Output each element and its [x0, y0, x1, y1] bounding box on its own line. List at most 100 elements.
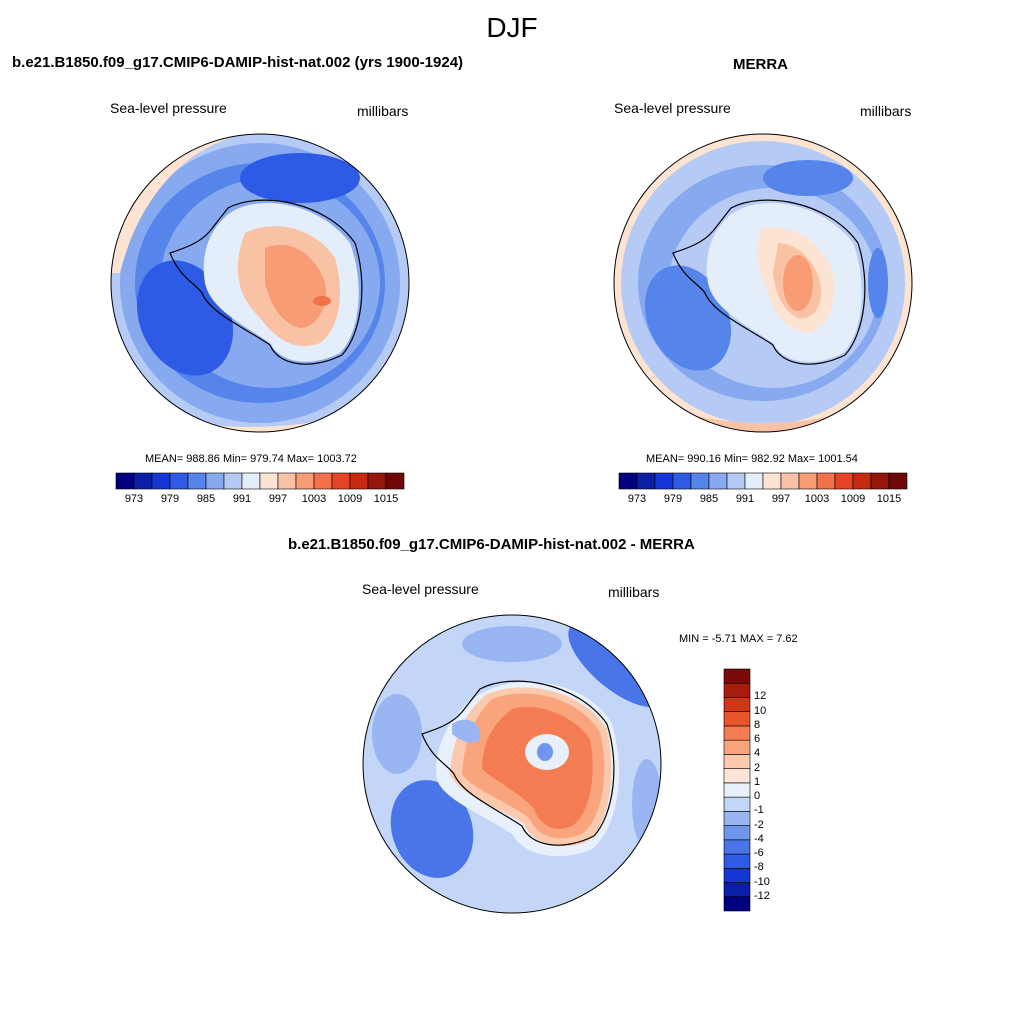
- antarctica-coastline: [672, 199, 866, 365]
- colorbar-tick-label: 1015: [876, 493, 902, 505]
- colorbar-swatch: [690, 472, 710, 490]
- antarctica-high-3: [783, 255, 813, 311]
- colorbar-tick-label: 985: [699, 493, 719, 505]
- colorbar-swatch: [295, 472, 315, 490]
- colorbar-swatch: [723, 867, 751, 883]
- colorbar-tick-label: 6: [754, 733, 761, 746]
- colorbar-swatch: [723, 853, 751, 869]
- low-west: [644, 265, 732, 371]
- panel1-title: b.e21.B1850.f09_g17.CMIP6-DAMIP-hist-nat…: [12, 54, 464, 71]
- colorbar-swatch: [723, 882, 751, 898]
- interior-negative: [537, 743, 553, 761]
- colorbar-swatch: [723, 668, 751, 684]
- panel3-units-label: millibars: [608, 584, 660, 600]
- colorbar-swatch: [331, 472, 351, 490]
- low-west: [372, 694, 422, 774]
- panel2-polar-map: [613, 133, 913, 433]
- colorbar-tick-label: 985: [196, 493, 216, 505]
- colorbar-tick-label: 1009: [337, 493, 363, 505]
- colorbar-swatch: [762, 472, 782, 490]
- low-north: [462, 626, 562, 662]
- colorbar-tick-label: -1: [754, 804, 764, 817]
- colorbar-swatch: [888, 472, 908, 490]
- colorbar-swatch: [169, 472, 189, 490]
- panel1-units-label: millibars: [357, 103, 409, 119]
- colorbar-tick-label: 1: [754, 775, 761, 788]
- colorbar-swatch: [723, 725, 751, 741]
- colorbar-swatch: [723, 768, 751, 784]
- colorbar-swatch: [723, 796, 751, 812]
- colorbar-tick-label: 991: [735, 493, 755, 505]
- colorbar-swatch: [816, 472, 836, 490]
- colorbar-swatch: [133, 472, 153, 490]
- low-southwest: [390, 780, 474, 878]
- colorbar-tick-label: 0: [754, 790, 761, 803]
- panel3-variable-label: Sea-level pressure: [362, 581, 479, 597]
- antarctica-high-3: [313, 296, 331, 306]
- colorbar-tick-label: 973: [124, 493, 144, 505]
- colorbar-swatch: [618, 472, 638, 490]
- colorbar-tick-label: -6: [754, 847, 764, 860]
- colorbar-tick-label: 8: [754, 718, 761, 731]
- colorbar-swatch: [385, 472, 405, 490]
- panel3-colorbar-ticks: -12 -10 -8 -6 -4 -2 -1 0 1 2 4 6 8 10 12: [754, 669, 794, 911]
- colorbar-swatch: [205, 472, 225, 490]
- antarctica-high-2: [265, 244, 326, 328]
- colorbar-swatch: [744, 472, 764, 490]
- colorbar-swatch: [654, 472, 674, 490]
- panel3-polar-map: [362, 614, 662, 914]
- colorbar-swatch: [259, 472, 279, 490]
- colorbar-swatch: [723, 825, 751, 841]
- colorbar-swatch: [241, 472, 261, 490]
- colorbar-tick-label: 4: [754, 747, 761, 760]
- colorbar-swatch: [723, 682, 751, 698]
- colorbar-tick-label: 1003: [301, 493, 327, 505]
- low-east: [632, 759, 661, 849]
- colorbar-tick-label: 12: [754, 690, 767, 703]
- colorbar-tick-label: -12: [754, 889, 770, 902]
- colorbar-tick-label: 997: [771, 493, 791, 505]
- colorbar-swatch: [723, 839, 751, 855]
- panel1-colorbar: [115, 472, 405, 490]
- panel3-colorbar: [723, 668, 751, 912]
- colorbar-tick-label: -4: [754, 832, 764, 845]
- panel3-stats: MIN = -5.71 MAX = 7.62: [679, 633, 798, 645]
- colorbar-swatch: [723, 711, 751, 727]
- colorbar-tick-label: -10: [754, 875, 770, 888]
- colorbar-swatch: [636, 472, 656, 490]
- panel3-title: b.e21.B1850.f09_g17.CMIP6-DAMIP-hist-nat…: [288, 536, 695, 553]
- colorbar-swatch: [313, 472, 333, 490]
- low-east: [868, 248, 888, 318]
- colorbar-swatch: [187, 472, 207, 490]
- low-north: [763, 160, 853, 196]
- colorbar-swatch: [723, 811, 751, 826]
- colorbar-swatch: [115, 472, 135, 490]
- panel1-variable-label: Sea-level pressure: [110, 100, 227, 116]
- antarctica-coastline: [169, 199, 363, 365]
- low-north: [240, 153, 360, 203]
- colorbar-swatch: [870, 472, 890, 490]
- colorbar-swatch: [723, 782, 751, 798]
- panel2-colorbar-ticks: 973 979 985 991 997 1003 1009 1015: [619, 493, 907, 509]
- colorbar-tick-label: 979: [160, 493, 180, 505]
- colorbar-swatch: [277, 472, 297, 490]
- colorbar-swatch: [723, 697, 751, 713]
- colorbar-swatch: [672, 472, 692, 490]
- colorbar-tick-label: 1009: [840, 493, 866, 505]
- colorbar-tick-label: 2: [754, 761, 761, 774]
- colorbar-swatch: [723, 739, 751, 755]
- colorbar-swatch: [151, 472, 171, 490]
- colorbar-tick-label: 991: [232, 493, 252, 505]
- panel2-colorbar: [618, 472, 908, 490]
- colorbar-tick-label: 973: [627, 493, 647, 505]
- colorbar-tick-label: 1003: [804, 493, 830, 505]
- panel2-variable-label: Sea-level pressure: [614, 100, 731, 116]
- antarctica-coastline: [421, 680, 615, 846]
- panel1-colorbar-ticks: 973 979 985 991 997 1003 1009 1015: [116, 493, 404, 509]
- colorbar-swatch: [852, 472, 872, 490]
- colorbar-tick-label: 979: [663, 493, 683, 505]
- figure-title: DJF: [486, 12, 538, 43]
- colorbar-tick-label: 1015: [373, 493, 399, 505]
- colorbar-swatch: [349, 472, 369, 490]
- panel1-polar-map: [110, 133, 410, 433]
